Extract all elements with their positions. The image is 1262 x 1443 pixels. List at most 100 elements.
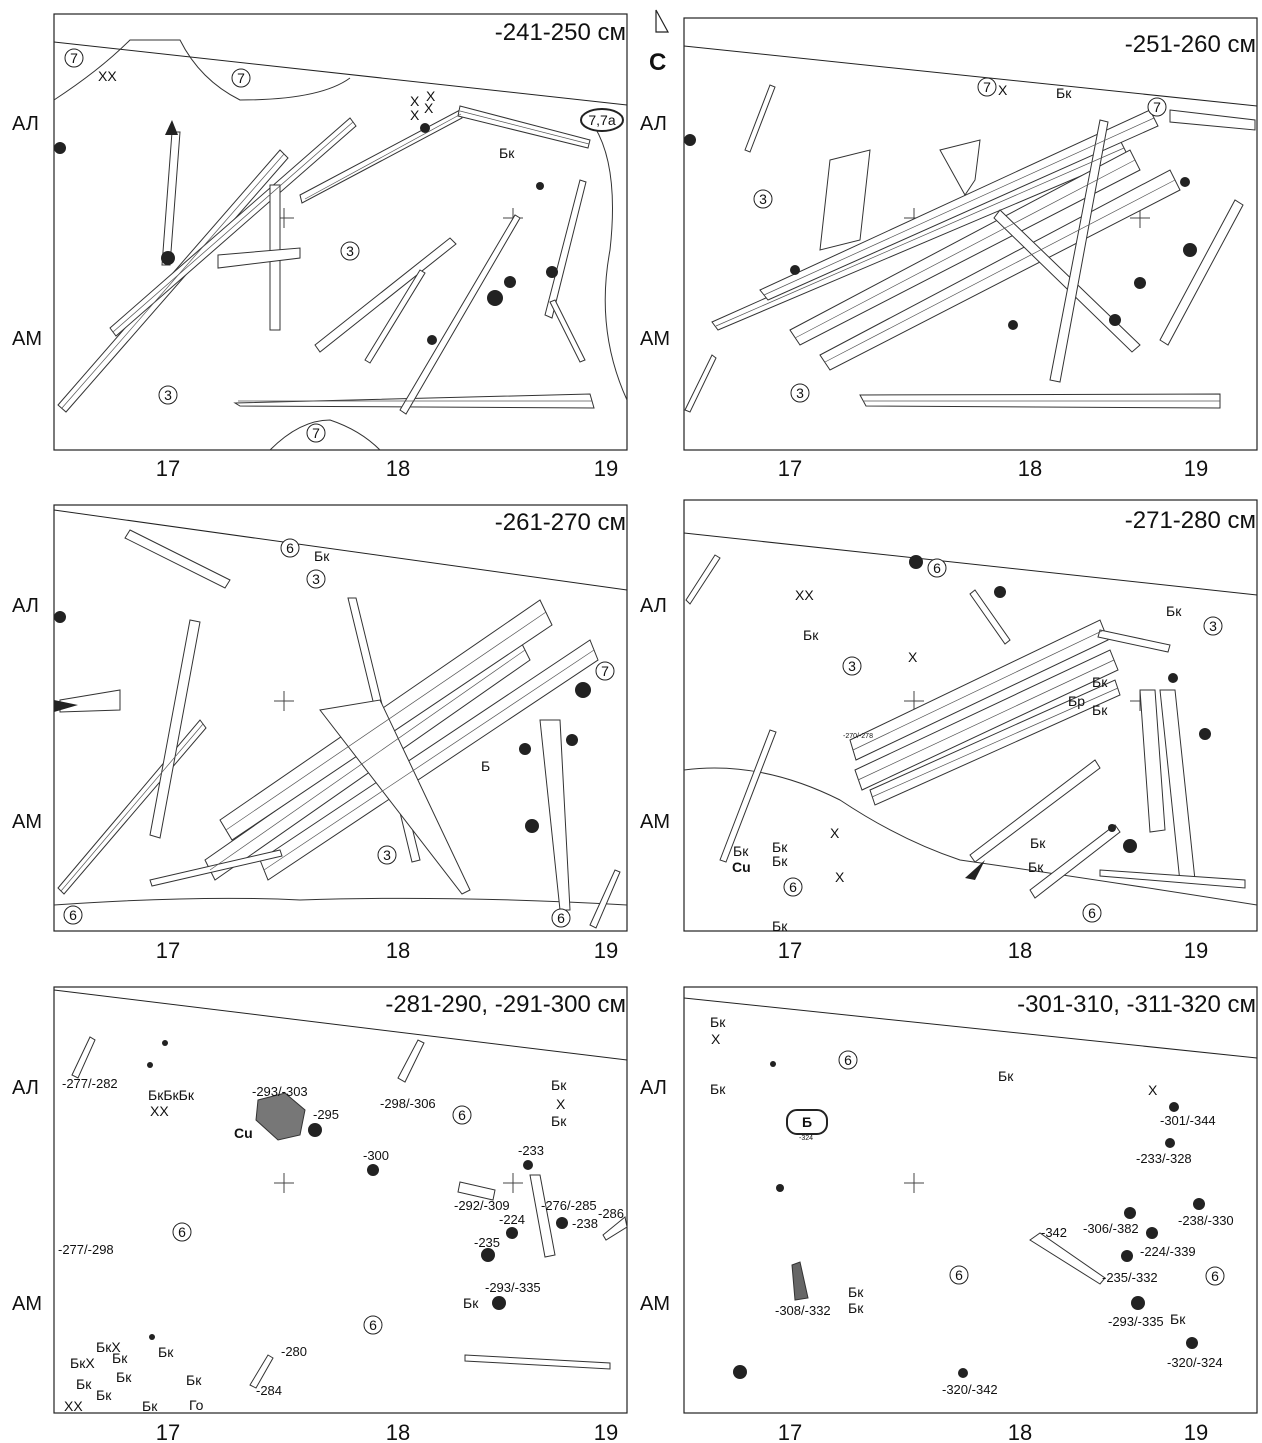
panel-1-tick-17: 17	[156, 456, 180, 481]
panel-3-dark-objects	[54, 611, 591, 833]
panel-4-find-marks: ХХ Бк Х Бк Бр Бк Бк Х Бк Cu Бк Бк Х Бк Б…	[732, 587, 1182, 934]
panel-5-tick-17: 17	[156, 1420, 180, 1443]
find-mark: ХХ	[64, 1398, 83, 1414]
panel-1-tick-18: 18	[386, 456, 410, 481]
layer-marker: 3	[164, 387, 172, 403]
panel-6-tick-17: 17	[778, 1420, 802, 1443]
panel-4-tick-18: 18	[1008, 938, 1032, 963]
layer-marker: 7	[70, 50, 78, 66]
depth-label: -300	[363, 1148, 389, 1163]
depth-label: -293/-335	[485, 1280, 541, 1295]
layer-marker: 7	[1153, 99, 1161, 115]
layer-marker: 6	[557, 910, 565, 926]
panel-1: -241-250 см АЛ АМ 17 18 19 7 7 3 3 7 7,7…	[12, 13, 628, 481]
panel-5-title: -281-290, -291-300 см	[385, 991, 626, 1018]
find-mark: ХХ	[98, 68, 117, 84]
panel-5-row-label-am: АМ	[12, 1293, 42, 1315]
panel-6-row-label-am: АМ	[640, 1293, 670, 1315]
find-mark: Бк	[76, 1376, 92, 1392]
box-depth: -324	[799, 1135, 813, 1142]
layer-marker: 3	[796, 385, 804, 401]
panel-5-tick-19: 19	[594, 1420, 618, 1443]
depth-label: -233	[518, 1143, 544, 1158]
panel-4-layer-markers: 6 3 3 6 6	[783, 558, 1223, 923]
find-mark: Бк	[142, 1398, 158, 1414]
find-mark: Б	[481, 758, 490, 774]
panel-1-boundary-line	[53, 41, 628, 106]
panel-2-dark-objects	[684, 134, 1197, 330]
panel-4-tick-17: 17	[778, 938, 802, 963]
layer-marker: 6	[369, 1317, 377, 1333]
depth-label: -235	[474, 1235, 500, 1250]
panel-5-tick-18: 18	[386, 1420, 410, 1443]
find-mark: Бр	[1068, 693, 1085, 709]
panel-4-title: -271-280 см	[1125, 507, 1256, 534]
panel-4-timbers	[685, 554, 1246, 899]
depth-label: -293/-335	[1108, 1314, 1164, 1329]
layer-marker: 6	[286, 540, 294, 556]
panel-6-tick-19: 19	[1184, 1420, 1208, 1443]
panel-1-dark-objects	[54, 120, 558, 345]
depth-label: -238/-330	[1178, 1213, 1234, 1228]
layer-marker: 6	[69, 907, 77, 923]
panel-3: -261-270 см АЛ АМ 17 18 19 6 3 7 3 6 6 Б…	[12, 504, 628, 963]
north-label: С	[649, 49, 666, 76]
layer-marker: 3	[312, 571, 320, 587]
depth-label: -277/-282	[62, 1076, 118, 1091]
depth-label: -295	[313, 1107, 339, 1122]
panel-1-tick-19: 19	[594, 456, 618, 481]
depth-label: -238	[572, 1216, 598, 1231]
depth-label: -284	[256, 1383, 282, 1398]
find-mark: Бк	[848, 1284, 864, 1300]
panel-1-frame	[53, 13, 628, 451]
find-mark: Х	[424, 100, 434, 116]
panel-2-tick-17: 17	[778, 456, 802, 481]
panel-3-frame	[53, 504, 628, 932]
layer-marker: 7	[983, 79, 991, 95]
layer-marker: 3	[848, 658, 856, 674]
find-mark: Бк	[733, 843, 749, 859]
find-mark: Бк	[772, 853, 788, 869]
find-mark: Бк	[314, 548, 330, 564]
find-mark: Б	[802, 1114, 812, 1130]
depth-label: -235/-332	[1102, 1270, 1158, 1285]
depth-label: -298/-306	[380, 1096, 436, 1111]
panel-4: -271-280 см АЛ АМ 17 18 19 6 3 3 6 6 ХХ …	[640, 499, 1258, 963]
panel-5-objects	[71, 1036, 628, 1389]
panel-4-frame	[683, 499, 1258, 932]
panel-2-find-marks: Х Бк	[998, 82, 1072, 101]
find-mark: Бк	[803, 627, 819, 643]
panel-3-row-label-al: АЛ	[12, 595, 39, 617]
panel-3-title: -261-270 см	[495, 509, 626, 536]
depth-label: -342	[1041, 1225, 1067, 1240]
panel-1-find-marks: ХХ Х Х Х Х Бк	[98, 68, 515, 161]
panel-1-row-label-am: АМ	[12, 328, 42, 350]
panel-3-timbers	[57, 529, 621, 929]
panel-5-find-marks: БкБкБк ХХ Cu Бк Х Бк Бк БкХ БкХ Бк Бк Бк…	[58, 1076, 624, 1414]
layer-marker: 6	[933, 560, 941, 576]
find-mark: Х	[908, 649, 918, 665]
panel-1-timbers	[57, 105, 595, 415]
panel-1-row-label-al: АЛ	[12, 113, 39, 135]
find-mark: Бк	[158, 1344, 174, 1360]
find-mark: Бк	[1092, 702, 1108, 718]
find-mark: Бк	[1056, 85, 1072, 101]
layer-marker-oval: 7,7а	[588, 112, 615, 128]
panel-2-row-label-am: АМ	[640, 328, 670, 350]
panel-6-objects	[786, 1109, 1106, 1301]
find-mark: Бк	[186, 1372, 202, 1388]
find-mark: Х	[556, 1096, 566, 1112]
depth-label: -233/-328	[1136, 1151, 1192, 1166]
layer-marker: 6	[178, 1224, 186, 1240]
find-mark: Х	[711, 1031, 721, 1047]
panel-3-tick-18: 18	[386, 938, 410, 963]
panel-3-tick-19: 19	[594, 938, 618, 963]
panel-3-layer-markers: 6 3 7 3 6 6	[63, 538, 615, 928]
panel-2-tick-18: 18	[1018, 456, 1042, 481]
layer-marker: 6	[1088, 905, 1096, 921]
find-mark: ХХ	[795, 587, 814, 603]
panel-6-find-marks: Бк Х Бк Бк Х Б Бк Бк Бк -324 -301/-344 -…	[710, 1014, 1234, 1397]
layer-marker: 6	[789, 879, 797, 895]
find-mark: Бк	[1030, 835, 1046, 851]
find-mark: БкХ	[96, 1339, 121, 1355]
